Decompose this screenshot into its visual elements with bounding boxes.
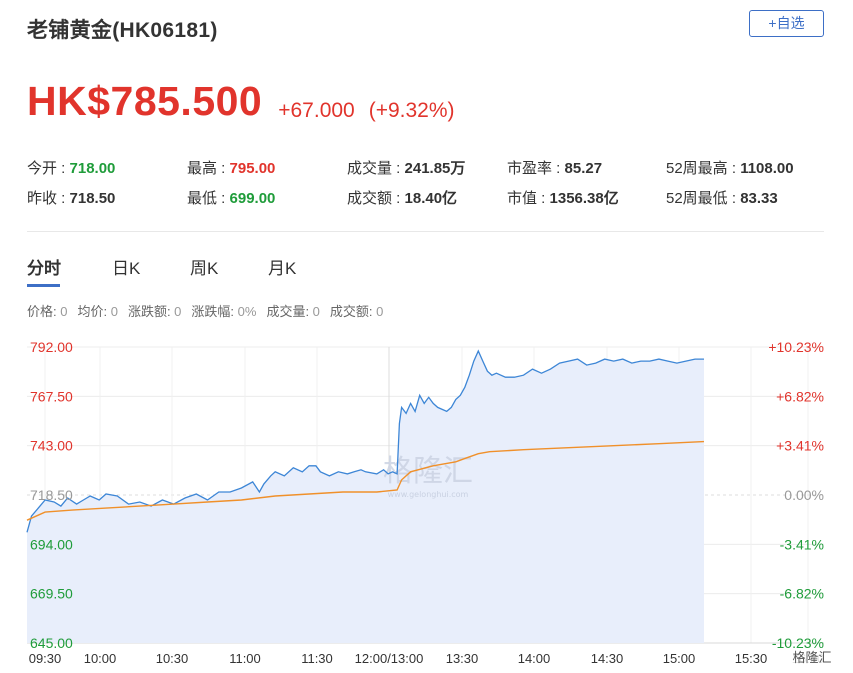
price-change: +67.000 <box>278 99 355 122</box>
stat-3-0: 市盈率 : 85.27 <box>507 157 602 178</box>
y-tick-label-left: 669.50 <box>30 586 73 602</box>
stat-2-1: 成交额 : 18.40亿 <box>347 187 457 208</box>
stat-value: 1356.38亿 <box>549 190 619 207</box>
x-tick-label: 14:30 <box>591 651 624 666</box>
watermark-text: 格隆汇 <box>383 454 473 489</box>
stat-label: 最低 : <box>187 190 230 207</box>
y-tick-label-right: +10.23% <box>768 339 824 355</box>
info-item-5: 成交额: 0 <box>330 304 383 319</box>
current-price: HK$785.500 <box>27 78 263 124</box>
info-label: 价格: <box>27 304 61 319</box>
x-tick-label: 13:30 <box>446 651 479 666</box>
corner-watermark: 格隆汇 <box>792 650 831 666</box>
active-tab-indicator <box>27 284 60 287</box>
y-tick-label-right: +6.82% <box>776 388 824 404</box>
x-tick-label: 10:30 <box>156 651 189 666</box>
corner-watermark-bg <box>780 648 842 666</box>
x-tick-label: 11:00 <box>229 651 261 666</box>
stock-title: 老铺黄金(HK06181) <box>27 19 218 42</box>
stat-4-0: 52周最高 : 1108.00 <box>666 157 794 178</box>
info-value: 0% <box>237 304 257 319</box>
y-tick-label-left: 694.00 <box>30 536 73 552</box>
stat-1-1: 最低 : 699.00 <box>187 187 275 208</box>
quote-row: HK$785.500 +67.000 (+9.32%) <box>27 78 455 125</box>
stat-value: 795.00 <box>229 160 276 177</box>
x-tick-label: 10:00 <box>84 651 117 666</box>
tab-0[interactable]: 分时 <box>27 259 61 278</box>
tab-3[interactable]: 月K <box>268 259 297 278</box>
stat-label: 今开 : <box>27 160 70 177</box>
x-tick-label: 11:30 <box>301 651 333 666</box>
info-item-0: 价格: 0 <box>27 304 67 319</box>
stat-value: 85.27 <box>564 160 603 177</box>
stat-value: 699.00 <box>229 190 276 207</box>
stat-label: 市值 : <box>507 190 550 207</box>
info-value: 0 <box>376 304 384 319</box>
x-tick-label: 15:30 <box>735 651 768 666</box>
stat-1-0: 最高 : 795.00 <box>187 157 275 178</box>
stat-label: 52周最高 : <box>666 160 741 177</box>
y-tick-label-right: -3.41% <box>780 536 824 552</box>
avg-line <box>26 440 705 521</box>
info-label: 成交量: <box>266 304 313 319</box>
stat-label: 最高 : <box>187 160 230 177</box>
info-item-1: 均价: 0 <box>77 304 117 319</box>
y-tick-label-right: -6.82% <box>780 586 824 602</box>
y-tick-label-left: 743.00 <box>30 438 73 454</box>
add-watchlist-button[interactable]: +自选 <box>749 10 824 37</box>
info-label: 涨跌幅: <box>191 304 238 319</box>
section-divider <box>27 231 824 232</box>
stat-value: 18.40亿 <box>404 190 458 207</box>
stat-value: 718.00 <box>69 160 116 177</box>
x-tick-label: 15:00 <box>663 651 696 666</box>
info-value: 0 <box>312 304 320 319</box>
info-item-2: 涨跌额: 0 <box>128 304 181 319</box>
y-tick-label-left: 792.00 <box>30 339 73 355</box>
stat-value: 718.50 <box>69 190 116 207</box>
y-tick-label-left: 767.50 <box>30 388 73 404</box>
info-value: 0 <box>60 304 68 319</box>
stat-3-1: 市值 : 1356.38亿 <box>507 187 619 208</box>
x-tick-label: 09:30 <box>29 651 62 666</box>
crosshair-info-row: 价格: 0 均价: 0 涨跌额: 0 涨跌幅: 0% 成交量: 0 成交额: 0 <box>27 301 393 320</box>
stat-label: 昨收 : <box>27 190 70 207</box>
y-tick-label-left: 645.00 <box>30 635 73 651</box>
info-label: 成交额: <box>329 304 377 319</box>
stat-0-0: 今开 : 718.00 <box>27 157 115 178</box>
stat-value: 241.85万 <box>404 160 466 177</box>
price-area-fill <box>27 351 704 643</box>
x-tick-label: 12:00/13:00 <box>355 651 424 666</box>
tab-2[interactable]: 周K <box>190 259 219 278</box>
stat-value: 83.33 <box>740 190 778 207</box>
stat-0-1: 昨收 : 718.50 <box>27 187 115 208</box>
price-change-percent: (+9.32%) <box>368 99 455 122</box>
y-tick-label-right: +3.41% <box>776 438 824 454</box>
stat-label: 52周最低 : <box>666 190 741 207</box>
y-tick-label-left: 718.50 <box>30 487 73 503</box>
stat-value: 1108.00 <box>740 160 794 177</box>
info-value: 0 <box>110 304 118 319</box>
watermark-url: www.gelonghui.com <box>388 490 469 499</box>
stat-label: 成交量 : <box>347 160 405 177</box>
tab-1[interactable]: 日K <box>112 259 141 278</box>
y-tick-label-right: 0.00% <box>784 487 824 503</box>
stat-label: 市盈率 : <box>507 160 565 177</box>
info-label: 涨跌额: <box>127 304 175 319</box>
x-tick-label: 14:00 <box>518 651 551 666</box>
stat-label: 成交额 : <box>347 190 405 207</box>
info-item-3: 涨跌幅: 0% <box>191 304 256 319</box>
info-label: 均价: <box>77 304 111 319</box>
y-tick-label-right: -10.23% <box>772 635 824 651</box>
info-value: 0 <box>174 304 182 319</box>
info-item-4: 成交量: 0 <box>266 304 319 319</box>
stat-2-0: 成交量 : 241.85万 <box>347 157 465 178</box>
stat-4-1: 52周最低 : 83.33 <box>666 187 778 208</box>
